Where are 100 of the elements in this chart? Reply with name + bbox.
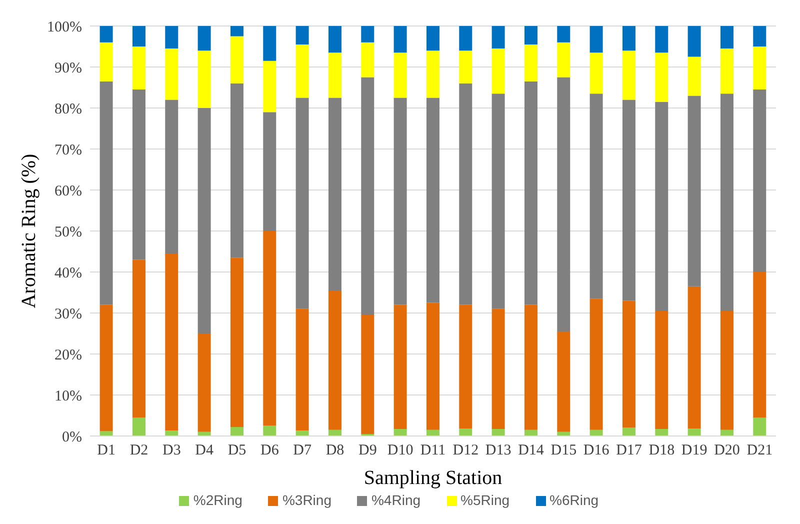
bar (753, 418, 766, 436)
legend-label: %4Ring (371, 492, 421, 508)
x-tick-label: D11 (420, 442, 446, 459)
bar (394, 52, 407, 98)
bar (753, 90, 766, 272)
bar (394, 304, 407, 430)
bar (459, 26, 472, 51)
y-tick-label: 100% (47, 19, 82, 36)
bar (459, 50, 472, 84)
bar (622, 428, 636, 436)
bar (100, 431, 113, 436)
bar (492, 94, 505, 309)
bar (165, 26, 178, 49)
bar (165, 254, 178, 431)
bar (361, 77, 374, 316)
bar (296, 26, 309, 44)
y-tick-label: 50% (54, 224, 82, 240)
x-tick-label: D10 (387, 442, 414, 459)
bar (296, 430, 309, 436)
bar (622, 100, 636, 301)
bar (394, 98, 407, 305)
x-tick-label: D15 (550, 442, 577, 459)
bar (655, 102, 668, 311)
bar (753, 46, 766, 90)
legend-label: %5Ring (460, 492, 510, 508)
y-tick-label: 80% (54, 101, 82, 118)
bar (426, 302, 440, 430)
bar (590, 52, 603, 94)
legend-label: %3Ring (282, 492, 332, 508)
bar (720, 310, 734, 430)
bar (361, 315, 374, 434)
bar (132, 46, 146, 90)
bar (132, 26, 146, 46)
y-tick-label: 70% (54, 142, 82, 158)
bar (492, 48, 505, 94)
x-tick-label: D5 (228, 442, 246, 459)
x-tick-label: D14 (518, 442, 544, 459)
legend-label: %6Ring (550, 492, 599, 508)
x-tick-label: D1 (97, 442, 116, 459)
bar (230, 83, 244, 258)
bar (198, 334, 211, 432)
x-tick-label: D9 (358, 442, 377, 459)
bar (328, 98, 342, 290)
bar (459, 428, 472, 436)
bar (263, 60, 276, 112)
bar (655, 26, 668, 53)
bar (230, 26, 244, 36)
y-tick-label: 20% (54, 347, 82, 364)
bar (492, 26, 505, 49)
bar (394, 429, 407, 436)
bar (557, 77, 570, 332)
x-tick-label: D21 (746, 442, 773, 459)
bar (688, 286, 701, 429)
bar (328, 26, 342, 53)
bar (100, 42, 113, 82)
bar (132, 260, 146, 418)
bar (753, 26, 766, 46)
bar (590, 94, 603, 299)
x-tick-label: D3 (162, 442, 181, 459)
x-tick-label: D2 (130, 442, 148, 459)
y-tick-label: 10% (54, 388, 82, 404)
bar (655, 52, 668, 102)
bar (100, 26, 113, 42)
bar (622, 26, 636, 51)
bar (361, 26, 374, 42)
bar (165, 100, 178, 254)
bar (622, 300, 636, 428)
bar (524, 26, 538, 44)
bar (492, 308, 505, 430)
bar (688, 96, 701, 286)
bar (524, 44, 538, 82)
bar (230, 426, 244, 436)
bar (720, 26, 734, 49)
bar (655, 429, 668, 436)
bar (492, 429, 505, 436)
bar (557, 26, 570, 42)
bar (100, 304, 113, 432)
x-tick-label: D20 (714, 442, 740, 459)
bar (165, 430, 178, 436)
bar (361, 42, 374, 78)
y-tick-label: 40% (54, 265, 82, 282)
bar (328, 52, 342, 98)
bar (296, 98, 309, 309)
bar (263, 231, 276, 426)
bar (720, 94, 734, 311)
bar (198, 108, 211, 334)
bar (524, 304, 538, 430)
bar (459, 304, 472, 429)
x-tick-label: D19 (681, 442, 708, 459)
y-axis-title: Aromatic Ring (%) (18, 154, 40, 308)
bar (753, 272, 766, 418)
bar (230, 36, 244, 84)
bar (132, 90, 146, 260)
bar (720, 48, 734, 94)
x-tick-label: D8 (326, 442, 344, 459)
bar (426, 50, 440, 98)
bar (426, 98, 440, 303)
x-tick-label: D7 (293, 442, 312, 459)
bar (688, 26, 701, 57)
bar (394, 26, 407, 53)
